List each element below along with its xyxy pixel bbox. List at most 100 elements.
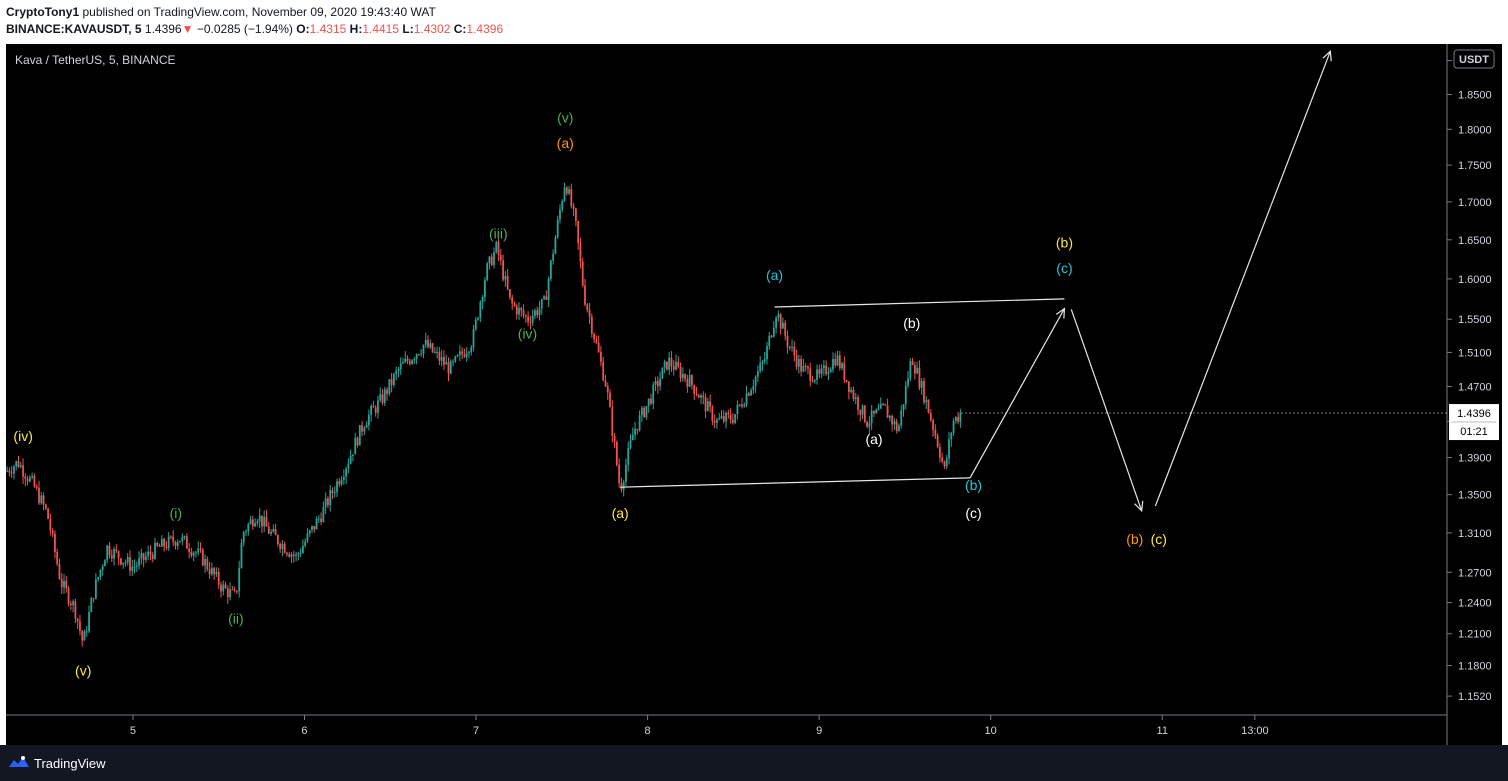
candle-body bbox=[370, 406, 373, 415]
trend-line[interactable] bbox=[620, 477, 971, 488]
chart-frame[interactable]: (iv) (v) (i) (ii) (iii) (iv) (v) (a) (a) (a) (b) (a… bbox=[6, 44, 1502, 745]
wave-label[interactable]: (iv) bbox=[518, 326, 537, 342]
projection-arrow[interactable] bbox=[1070, 309, 1143, 511]
projection-arrow[interactable] bbox=[1154, 51, 1331, 507]
wave-label[interactable]: (ii) bbox=[228, 610, 244, 626]
candle-body bbox=[140, 553, 143, 559]
candle-body bbox=[725, 412, 727, 422]
candle-body bbox=[251, 519, 254, 527]
candle-body bbox=[256, 521, 259, 524]
candle-body bbox=[240, 542, 243, 569]
candle-body bbox=[568, 189, 570, 194]
author-name[interactable]: CryptoTony1 bbox=[6, 5, 80, 19]
candle-body bbox=[336, 481, 338, 493]
wave-label[interactable]: (c) bbox=[1056, 260, 1072, 276]
wave-label[interactable]: (b) bbox=[1126, 531, 1143, 547]
candle-body bbox=[777, 314, 780, 318]
candle-body bbox=[179, 540, 181, 543]
candle-body bbox=[304, 541, 307, 546]
candle-body bbox=[527, 316, 530, 322]
wave-label[interactable]: (a) bbox=[766, 267, 783, 283]
wave-label[interactable]: (i) bbox=[170, 505, 182, 521]
candle-body bbox=[206, 558, 209, 570]
wave-label[interactable]: (a) bbox=[865, 431, 882, 447]
candle-body bbox=[236, 590, 238, 592]
candle-body bbox=[750, 390, 752, 396]
wave-label[interactable]: (a) bbox=[557, 135, 574, 151]
candle-body bbox=[297, 553, 300, 555]
projection-arrow[interactable] bbox=[969, 308, 1065, 479]
wave-label[interactable]: (b) bbox=[965, 477, 982, 493]
candle-body bbox=[757, 371, 759, 377]
candle-body bbox=[920, 381, 923, 388]
candle-body bbox=[841, 363, 843, 369]
candle-body bbox=[392, 374, 395, 385]
candle-body bbox=[195, 552, 197, 554]
candle-body bbox=[827, 372, 830, 374]
candle-body bbox=[509, 289, 511, 298]
candle-body bbox=[820, 368, 823, 374]
wave-label[interactable]: (iv) bbox=[13, 428, 32, 444]
candle-body bbox=[561, 200, 564, 210]
candle-body bbox=[766, 346, 768, 360]
candle-body bbox=[670, 357, 673, 367]
candle-body bbox=[684, 374, 687, 380]
candle-body bbox=[10, 472, 13, 474]
candle-body bbox=[19, 465, 22, 467]
price-tick-label: 1.5500 bbox=[1458, 314, 1492, 326]
candle-body bbox=[563, 187, 566, 201]
candle-body bbox=[149, 551, 152, 555]
candle-body bbox=[923, 381, 925, 403]
candle-body bbox=[356, 437, 359, 446]
candle-body bbox=[540, 299, 543, 309]
candle-body bbox=[695, 393, 698, 396]
candle-body bbox=[606, 386, 609, 393]
candle-body bbox=[92, 598, 95, 600]
candle-body bbox=[17, 461, 20, 467]
candle-body bbox=[804, 365, 807, 367]
wave-label[interactable]: (b) bbox=[903, 315, 920, 331]
candle-body bbox=[581, 261, 584, 286]
candle-body bbox=[381, 394, 384, 404]
tradingview-brand[interactable]: TradingView bbox=[34, 756, 106, 771]
price-chart[interactable]: (iv) (v) (i) (ii) (iii) (iv) (v) (a) (a) (a) (b) (a… bbox=[6, 44, 1502, 745]
candle-body bbox=[554, 237, 557, 254]
candle-body bbox=[185, 536, 188, 549]
candle-body bbox=[902, 404, 905, 411]
wave-label[interactable]: (c) bbox=[1151, 531, 1167, 547]
high-label: H: bbox=[349, 22, 363, 36]
candle-body bbox=[932, 420, 934, 430]
candle-body bbox=[431, 343, 434, 353]
trend-line[interactable] bbox=[774, 298, 1065, 308]
candle-body bbox=[836, 355, 839, 366]
candle-body bbox=[729, 414, 732, 420]
candle-body bbox=[429, 343, 432, 348]
candle-body bbox=[654, 380, 657, 385]
wave-label[interactable]: (b) bbox=[1056, 234, 1073, 250]
candle-body bbox=[943, 461, 946, 467]
candle-body bbox=[907, 378, 909, 386]
candle-body bbox=[713, 421, 716, 423]
candle-body bbox=[543, 296, 545, 300]
candle-body bbox=[272, 529, 275, 532]
candle-body bbox=[793, 346, 796, 356]
candle-body bbox=[556, 219, 559, 238]
candle-body bbox=[226, 588, 229, 598]
wave-label[interactable]: (v) bbox=[557, 110, 573, 126]
wave-label[interactable]: (c) bbox=[965, 505, 981, 521]
candle-body bbox=[834, 359, 837, 366]
low-label: L: bbox=[402, 22, 414, 36]
candle-body bbox=[422, 344, 425, 354]
tradingview-logo-icon[interactable] bbox=[8, 755, 30, 769]
candle-body bbox=[952, 421, 955, 434]
wave-label[interactable]: (iii) bbox=[489, 225, 508, 241]
candle-body bbox=[700, 395, 702, 398]
candle-body bbox=[38, 487, 40, 504]
wave-label[interactable]: (v) bbox=[75, 662, 91, 678]
candle-body bbox=[618, 465, 621, 484]
candle-body bbox=[231, 589, 234, 591]
currency-label[interactable]: USDT bbox=[1453, 49, 1495, 69]
candle-body bbox=[898, 425, 900, 432]
wave-label[interactable]: (a) bbox=[612, 505, 629, 521]
candle-body bbox=[288, 554, 291, 557]
